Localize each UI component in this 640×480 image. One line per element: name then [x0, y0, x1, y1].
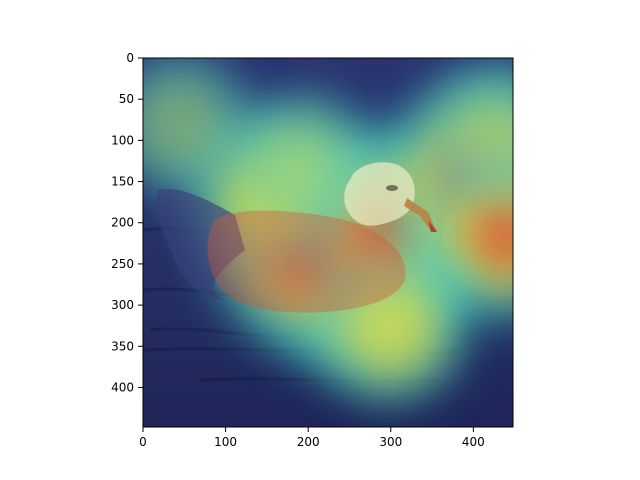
y-tick-label: 150	[111, 175, 134, 189]
heat-blob-7-1	[264, 113, 352, 201]
y-axis: 0 50 100 150 200 250 300 350 400	[111, 51, 143, 394]
y-tick-label: 50	[119, 92, 134, 106]
y-tick-label: 400	[111, 380, 134, 394]
seagull-beak	[404, 198, 437, 232]
y-tick-label: 350	[111, 339, 134, 353]
x-axis: 0 100 200 300 400	[139, 427, 485, 449]
y-tick-label: 0	[126, 51, 134, 65]
axes-frame	[142, 57, 514, 428]
seagull	[155, 162, 437, 313]
seagull-eye	[386, 185, 398, 191]
plot-area	[143, 58, 513, 427]
heat-blob-8-1	[143, 75, 229, 173]
x-tick-label: 200	[297, 435, 320, 449]
seagull-head	[344, 162, 415, 226]
x-tick-label: 0	[139, 435, 147, 449]
heat-blob-4-2	[471, 199, 513, 271]
x-tick-label: 300	[379, 435, 402, 449]
heat-blob-9-1	[452, 86, 513, 179]
seagull-body	[207, 210, 406, 313]
y-tick-label: 100	[111, 133, 134, 147]
x-tick-label: 400	[462, 435, 485, 449]
seagull-beak-tip	[428, 220, 437, 232]
x-tick-label: 100	[214, 435, 237, 449]
heat-blob-6-1	[339, 279, 442, 381]
y-tick-label: 200	[111, 216, 134, 230]
y-tick-label: 300	[111, 298, 134, 312]
seagull-wing	[155, 188, 245, 300]
y-tick-label: 250	[111, 257, 134, 271]
